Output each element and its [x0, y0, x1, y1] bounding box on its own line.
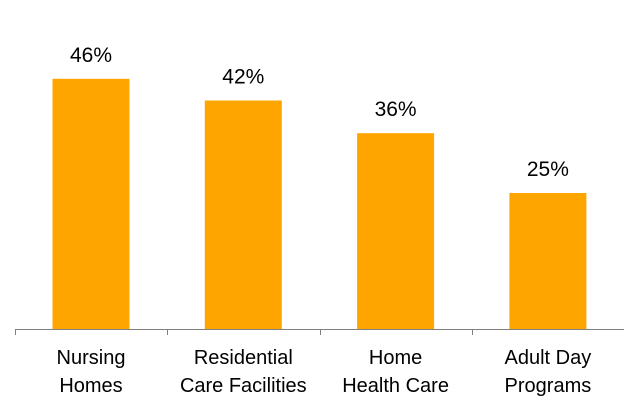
- category-label-0-line-1: Homes: [59, 375, 122, 397]
- data-label-0: 46%: [70, 44, 112, 67]
- bars-group: [52, 78, 587, 329]
- category-labels-group: Nursing Homes Residential Care Facilities Ho…: [57, 347, 592, 397]
- bar-0: [52, 78, 130, 329]
- category-label-2-line-1: Health Care: [342, 375, 449, 397]
- data-label-3: 25%: [527, 158, 569, 181]
- category-label-1: Residential Care Facilities: [180, 347, 307, 397]
- value-labels-group: 46% 42% 36% 25%: [70, 44, 569, 181]
- category-label-2: Home Health Care: [342, 347, 449, 397]
- category-label-0-line-0: Nursing: [57, 347, 126, 369]
- x-axis: [15, 329, 624, 335]
- bar-1: [204, 100, 282, 329]
- category-label-1-line-1: Care Facilities: [180, 375, 307, 397]
- category-label-0: Nursing Homes: [57, 347, 126, 397]
- category-label-3: Adult Day Programs: [505, 347, 592, 397]
- bar-2: [357, 133, 435, 329]
- category-label-2-line-0: Home: [369, 347, 422, 369]
- category-label-3-line-0: Adult Day: [505, 347, 592, 369]
- category-label-3-line-1: Programs: [505, 375, 592, 397]
- bar-3: [509, 193, 587, 329]
- data-label-1: 42%: [222, 66, 264, 89]
- data-label-2: 36%: [375, 98, 417, 121]
- category-label-1-line-0: Residential: [194, 347, 293, 369]
